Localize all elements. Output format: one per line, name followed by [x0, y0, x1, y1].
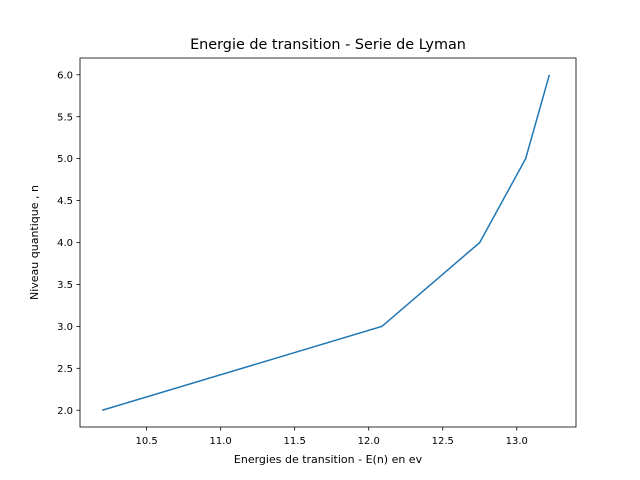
y-tick-label: 4.5	[57, 196, 73, 207]
y-tick-label: 2.0	[57, 406, 73, 417]
y-tick-label: 3.0	[57, 322, 73, 333]
y-tick-label: 3.5	[57, 280, 73, 291]
y-tick-label: 5.5	[57, 112, 73, 123]
x-axis-ticks: 10.5 11.0 11.5 12.0 12.5 13.0	[135, 427, 528, 447]
y-tick-label: 4.0	[57, 238, 73, 249]
y-tick-label: 6.0	[57, 70, 73, 81]
x-tick-label: 10.5	[135, 436, 157, 447]
x-tick-label: 12.5	[432, 436, 454, 447]
chart-title: Energie de transition - Serie de Lyman	[190, 37, 466, 53]
x-axis-label: Energies de transition - E(n) en ev	[234, 453, 423, 466]
y-axis-label: Niveau quantique , n	[28, 185, 41, 300]
y-axis-ticks: 2.0 2.5 3.0 3.5 4.0 4.5 5.0 5.5 6.0	[57, 70, 80, 417]
y-tick-label: 5.0	[57, 154, 73, 165]
plot-area	[80, 58, 576, 427]
x-tick-label: 11.5	[284, 436, 306, 447]
y-tick-label: 2.5	[57, 364, 73, 375]
series-line	[101, 74, 551, 411]
x-tick-label: 12.0	[358, 436, 380, 447]
x-tick-label: 13.0	[506, 436, 528, 447]
plot-frame	[79, 57, 577, 428]
x-tick-label: 11.0	[210, 436, 232, 447]
